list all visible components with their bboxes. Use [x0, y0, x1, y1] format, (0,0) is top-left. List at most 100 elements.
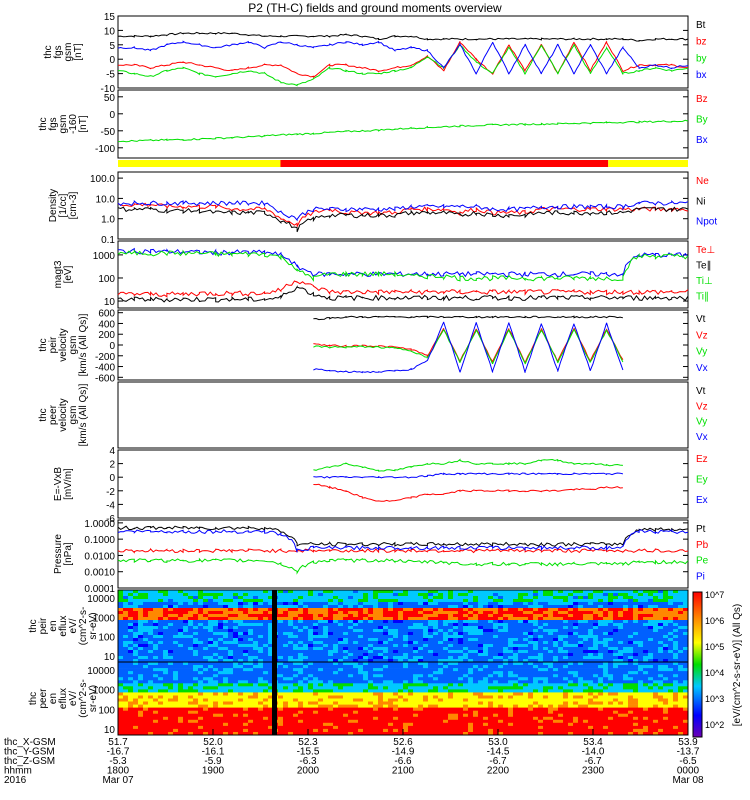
legend-Npot: Npot — [696, 217, 717, 228]
heatmap-cell — [593, 626, 599, 630]
heatmap-cell — [648, 650, 654, 654]
heatmap-cell — [218, 629, 224, 633]
heatmap-cell — [218, 662, 224, 666]
legend-By: By — [696, 115, 708, 126]
heatmap-cell — [448, 632, 454, 636]
heatmap-cell — [428, 719, 434, 724]
heatmap-cell — [228, 689, 234, 693]
heatmap-cell — [203, 644, 209, 648]
heatmap-cell — [218, 623, 224, 627]
heatmap-cell — [223, 686, 229, 690]
heatmap-cell — [533, 668, 539, 672]
heatmap-cell — [223, 605, 229, 609]
heatmap-cell — [213, 701, 219, 705]
heatmap-cell — [428, 704, 434, 708]
heatmap-cell — [183, 707, 189, 711]
heatmap-cell — [503, 656, 509, 660]
heatmap-cell — [458, 668, 464, 672]
heatmap-cell — [373, 620, 379, 624]
heatmap-cell — [408, 602, 414, 606]
heatmap-cell — [283, 689, 289, 693]
heatmap-cell — [213, 674, 219, 678]
heatmap-cell — [353, 638, 359, 642]
heatmap-cell — [388, 641, 394, 645]
heatmap-cell — [373, 695, 379, 699]
heatmap-cell — [138, 707, 144, 711]
heatmap-cell — [523, 605, 529, 609]
heatmap-cell — [403, 590, 409, 594]
heatmap-cell — [158, 695, 164, 699]
heatmap-cell — [523, 638, 529, 642]
heatmap-cell — [683, 641, 689, 645]
heatmap-cell — [448, 725, 454, 730]
heatmap-cell — [283, 641, 289, 645]
heatmap-cell — [413, 656, 419, 660]
heatmap-cell — [598, 647, 604, 651]
heatmap-cell — [498, 623, 504, 627]
heatmap-cell — [228, 698, 234, 702]
heatmap-cell — [158, 683, 164, 687]
heatmap-cell — [498, 659, 504, 663]
heatmap-cell — [243, 704, 249, 708]
heatmap-cell — [163, 599, 169, 603]
heatmap-cell — [213, 611, 219, 615]
legend-Te⊥: Te⊥ — [696, 245, 715, 256]
heatmap-cell — [283, 602, 289, 606]
heatmap-cell — [583, 611, 589, 615]
heatmap-cell — [358, 623, 364, 627]
heatmap-cell — [588, 605, 594, 609]
heatmap-cell — [323, 596, 329, 600]
heatmap-cell — [283, 614, 289, 618]
heatmap-cell — [193, 629, 199, 633]
heatmap-cell — [258, 716, 264, 721]
heatmap-cell — [248, 722, 254, 727]
heatmap-cell — [163, 722, 169, 727]
heatmap-cell — [283, 716, 289, 721]
heatmap-cell — [128, 599, 134, 603]
heatmap-cell — [138, 686, 144, 690]
heatmap-cell — [238, 590, 244, 594]
heatmap-cell — [263, 590, 269, 594]
heatmap-cell — [198, 671, 204, 675]
heatmap-cell — [623, 620, 629, 624]
heatmap-cell — [193, 659, 199, 663]
heatmap-cell — [313, 707, 319, 711]
heatmap-cell — [313, 593, 319, 597]
heatmap-cell — [608, 599, 614, 603]
heatmap-cell — [168, 644, 174, 648]
heatmap-cell — [363, 593, 369, 597]
heatmap-cell — [258, 629, 264, 633]
heatmap-cell — [173, 674, 179, 678]
heatmap-cell — [363, 683, 369, 687]
heatmap-cell — [613, 605, 619, 609]
heatmap-cell — [158, 668, 164, 672]
heatmap-cell — [218, 605, 224, 609]
heatmap-cell — [503, 659, 509, 663]
heatmap-cell — [368, 638, 374, 642]
heatmap-cell — [183, 623, 189, 627]
heatmap-cell — [193, 725, 199, 730]
heatmap-cell — [198, 710, 204, 715]
heatmap-cell — [503, 665, 509, 669]
heatmap-cell — [253, 719, 259, 724]
heatmap-cell — [628, 611, 634, 615]
heatmap-cell — [333, 695, 339, 699]
heatmap-cell — [428, 596, 434, 600]
heatmap-cell — [148, 611, 154, 615]
heatmap-cell — [508, 656, 514, 660]
heatmap-cell — [318, 665, 324, 669]
heatmap-cell — [523, 722, 529, 727]
heatmap-cell — [683, 602, 689, 606]
heatmap-cell — [383, 716, 389, 721]
heatmap-cell — [598, 656, 604, 660]
heatmap-cell — [493, 638, 499, 642]
heatmap-cell — [638, 614, 644, 618]
heatmap-cell — [223, 617, 229, 621]
heatmap-cell — [473, 596, 479, 600]
heatmap-cell — [643, 617, 649, 621]
heatmap-cell — [198, 689, 204, 693]
heatmap-cell — [168, 674, 174, 678]
heatmap-cell — [338, 674, 344, 678]
heatmap-cell — [418, 593, 424, 597]
heatmap-cell — [143, 641, 149, 645]
